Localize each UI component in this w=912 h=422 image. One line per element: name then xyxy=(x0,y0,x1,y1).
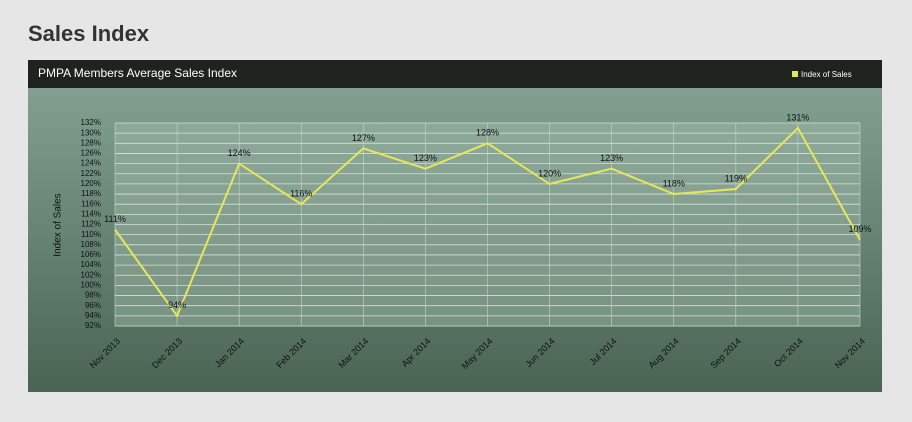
y-axis-label: Index of Sales xyxy=(53,193,64,256)
y-tick-label: 94% xyxy=(85,311,101,320)
y-tick-label: 108% xyxy=(81,240,101,249)
data-label: 119% xyxy=(725,173,747,183)
chart-panel xyxy=(28,60,882,392)
y-tick-label: 118% xyxy=(81,189,101,198)
y-tick-label: 126% xyxy=(81,149,101,158)
data-label: 128% xyxy=(476,128,499,138)
data-label: 124% xyxy=(228,148,251,158)
y-tick-label: 106% xyxy=(81,250,101,259)
y-tick-label: 102% xyxy=(81,270,101,279)
data-label: 131% xyxy=(786,112,809,122)
y-tick-label: 124% xyxy=(81,159,101,168)
y-tick-label: 130% xyxy=(81,128,101,137)
y-tick-label: 122% xyxy=(81,169,101,178)
y-tick-label: 112% xyxy=(81,220,101,229)
page-title: Sales Index xyxy=(28,21,150,46)
data-label: 118% xyxy=(663,178,685,188)
data-label: 120% xyxy=(538,168,561,178)
y-tick-label: 120% xyxy=(81,179,101,188)
data-label: 127% xyxy=(352,133,375,143)
line xyxy=(114,126,861,318)
y-tick-label: 114% xyxy=(81,209,101,218)
data-label: 123% xyxy=(414,153,437,163)
data-label: 111% xyxy=(104,214,126,224)
y-tick-label: 110% xyxy=(81,230,101,239)
y-tick-label: 116% xyxy=(81,199,101,208)
data-label: 123% xyxy=(600,153,623,163)
chart-title: PMPA Members Average Sales Index xyxy=(38,66,237,80)
data-label: 116% xyxy=(290,189,312,199)
legend-swatch xyxy=(792,71,798,77)
y-tick-label: 92% xyxy=(85,321,101,330)
y-tick-label: 98% xyxy=(85,291,101,300)
y-tick-label: 128% xyxy=(81,138,101,147)
y-tick-label: 96% xyxy=(85,301,101,310)
legend-label: Index of Sales xyxy=(801,70,852,79)
chart-title-bar xyxy=(28,60,882,88)
y-tick-label: 100% xyxy=(81,281,101,290)
y-tick-label: 104% xyxy=(81,260,101,269)
data-label: 94% xyxy=(168,300,186,310)
y-tick-label: 132% xyxy=(81,118,101,127)
data-label: 109% xyxy=(848,224,871,234)
